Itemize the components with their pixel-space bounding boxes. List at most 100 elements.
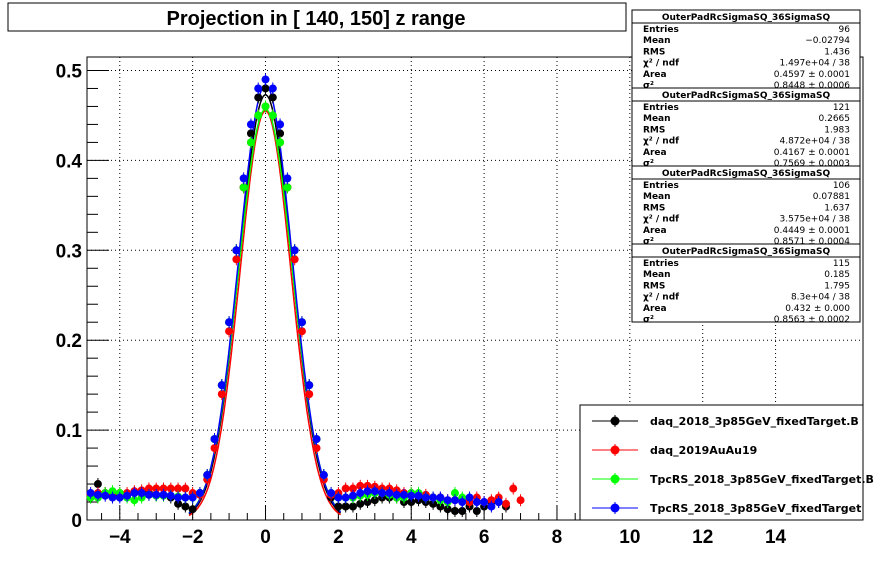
data-point: [93, 480, 102, 489]
data-point: [159, 490, 168, 499]
data-point: [123, 491, 132, 500]
stat-label: RMS: [643, 203, 665, 213]
stat-box-title: OuterPadRcSigmaSQ_36SigmaSQ: [662, 247, 831, 257]
data-point: [268, 84, 277, 93]
data-point: [370, 487, 379, 496]
data-point: [254, 93, 263, 102]
x-tick-label: 6: [479, 527, 490, 548]
stat-label: Entries: [643, 259, 679, 269]
stat-value: 121: [833, 103, 850, 113]
fit-curve: [188, 110, 342, 517]
stat-label: Area: [643, 304, 667, 314]
data-point: [370, 496, 379, 505]
stat-label: σ²: [643, 237, 654, 247]
data-point: [217, 381, 226, 390]
legend-marker: [610, 445, 620, 455]
data-point: [348, 502, 357, 511]
stat-value: 0.432 ± 0.000: [785, 304, 850, 314]
data-point: [130, 496, 139, 505]
data-point: [225, 327, 234, 336]
data-point: [93, 490, 102, 499]
stat-value: 0.2665: [819, 114, 851, 124]
data-point: [407, 491, 416, 500]
x-tick-label: −4: [109, 527, 131, 548]
data-point: [210, 444, 219, 453]
stat-label: χ² / ndf: [643, 137, 679, 147]
data-point: [276, 138, 285, 147]
data-point: [487, 502, 496, 511]
chart-title: Projection in [ 140, 150] z range: [167, 8, 466, 30]
data-point: [283, 174, 292, 183]
stat-label: χ² / ndf: [643, 215, 679, 225]
data-point: [341, 484, 350, 493]
data-point: [290, 255, 299, 264]
stat-label: Area: [643, 148, 667, 158]
stat-label: RMS: [643, 281, 665, 291]
data-point: [101, 491, 110, 500]
series-points: [86, 73, 503, 513]
data-point: [137, 489, 146, 498]
stat-boxes: OuterPadRcSigmaSQ_36SigmaSQ Entries 96 Mean…: [631, 9, 861, 325]
stat-value: 3.575e+04 / 38: [779, 215, 850, 225]
data-point: [246, 129, 255, 138]
data-point: [509, 484, 518, 493]
y-tick-labels: 0 0.1 0.2 0.3 0.4 0.5: [56, 61, 83, 532]
data-point: [86, 489, 95, 498]
y-tick-label: 0.4: [56, 151, 83, 172]
legend-label: daq_2019AuAu19: [650, 444, 757, 457]
data-point: [480, 498, 489, 507]
data-point: [348, 491, 357, 500]
stat-label: Mean: [643, 192, 671, 202]
stat-label: RMS: [643, 47, 665, 57]
stat-box-title: OuterPadRcSigmaSQ_36SigmaSQ: [662, 13, 831, 23]
data-point: [450, 507, 459, 516]
data-point: [232, 255, 241, 264]
stat-label: Mean: [643, 270, 671, 280]
data-point: [108, 487, 117, 496]
data-point: [166, 484, 175, 493]
stat-label: RMS: [643, 125, 665, 135]
stat-value: 8.3e+04 / 38: [791, 293, 850, 303]
legend-marker: [610, 503, 620, 513]
stat-value: 1.795: [824, 281, 850, 291]
stat-label: Mean: [643, 114, 671, 124]
data-point: [254, 111, 263, 120]
x-tick-label: 12: [692, 527, 713, 548]
stat-label: Mean: [643, 36, 671, 46]
data-point: [268, 93, 277, 102]
stat-label: Entries: [643, 25, 679, 35]
stat-box: OuterPadRcSigmaSQ_36SigmaSQ Entries 106 Mea…: [631, 165, 861, 247]
stat-box: OuterPadRcSigmaSQ_36SigmaSQ Entries 115 Mea…: [631, 243, 861, 325]
stat-value: 0.4167 ± 0.0001: [774, 148, 850, 158]
data-point: [261, 84, 270, 93]
stat-value: 0.8448 ± 0.0006: [774, 81, 851, 91]
data-point: [232, 246, 241, 255]
stat-value: 0.7569 ± 0.0003: [774, 159, 850, 169]
data-point: [458, 498, 467, 507]
data-point: [144, 490, 153, 499]
data-point: [421, 493, 430, 502]
stat-value: 1.436: [824, 47, 850, 57]
data-point: [115, 493, 124, 502]
data-point: [399, 490, 408, 499]
data-point: [472, 507, 481, 516]
legend: daq_2018_3p85GeV_fixedTarget.B daq_2019Au…: [579, 404, 874, 521]
data-point: [378, 489, 387, 498]
data-point: [363, 487, 372, 496]
y-tick-label: 0: [71, 511, 82, 532]
data-point: [210, 435, 219, 444]
stat-value: 0.4449 ± 0.0001: [774, 226, 850, 236]
stat-box-title: OuterPadRcSigmaSQ_36SigmaSQ: [662, 169, 831, 179]
data-point: [261, 102, 270, 111]
data-point: [363, 498, 372, 507]
x-tick-label: 10: [619, 527, 640, 548]
stat-value: 106: [833, 181, 850, 191]
data-point: [144, 484, 153, 493]
title-box: Projection in [ 140, 150] z range: [7, 2, 627, 32]
data-point: [261, 75, 270, 84]
stat-value: 115: [833, 259, 850, 269]
data-point: [407, 498, 416, 507]
data-point: [181, 484, 190, 493]
data-point: [501, 499, 510, 508]
